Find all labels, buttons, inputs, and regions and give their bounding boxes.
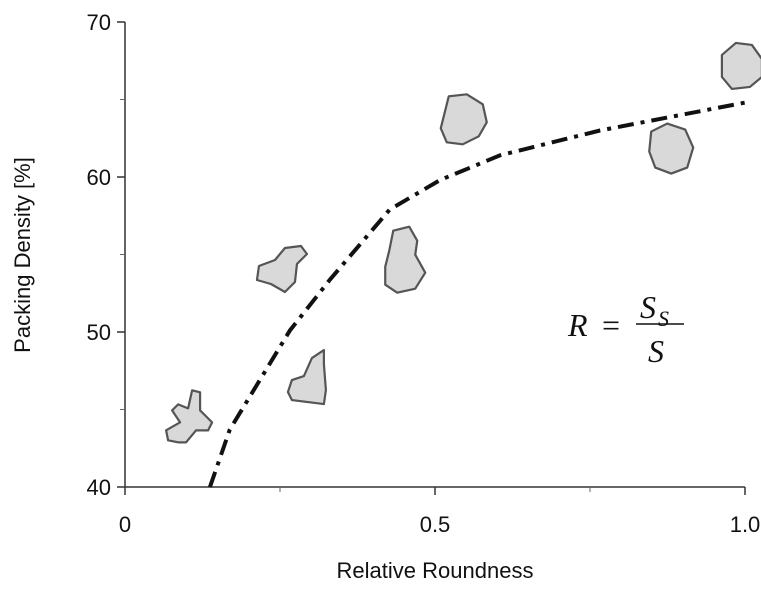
particle [255, 244, 309, 294]
particle [165, 389, 214, 444]
x-tick-label: 1.0 [730, 512, 761, 537]
particle [720, 41, 761, 91]
y-tick-label: 60 [87, 165, 111, 190]
x-tick-label: 0 [119, 512, 131, 537]
formula-numerator: S [640, 289, 656, 325]
trend-line [208, 100, 746, 488]
particle [439, 93, 488, 146]
particle [384, 225, 427, 294]
x-axis-title: Relative Roundness [337, 558, 534, 583]
y-axis-title: Packing Density [%] [10, 157, 35, 353]
formula-lhs: R [567, 307, 588, 343]
y-tick-label: 70 [87, 10, 111, 35]
x-tick-label: 0.5 [420, 512, 451, 537]
particle [648, 122, 695, 175]
formula-eq: = [602, 307, 620, 343]
formula: R = S S S [567, 289, 684, 369]
y-tick-label: 50 [87, 320, 111, 345]
formula-denominator: S [648, 333, 664, 369]
y-tick-label: 40 [87, 475, 111, 500]
particle [286, 348, 327, 406]
formula-numerator-sub: S [658, 306, 669, 331]
